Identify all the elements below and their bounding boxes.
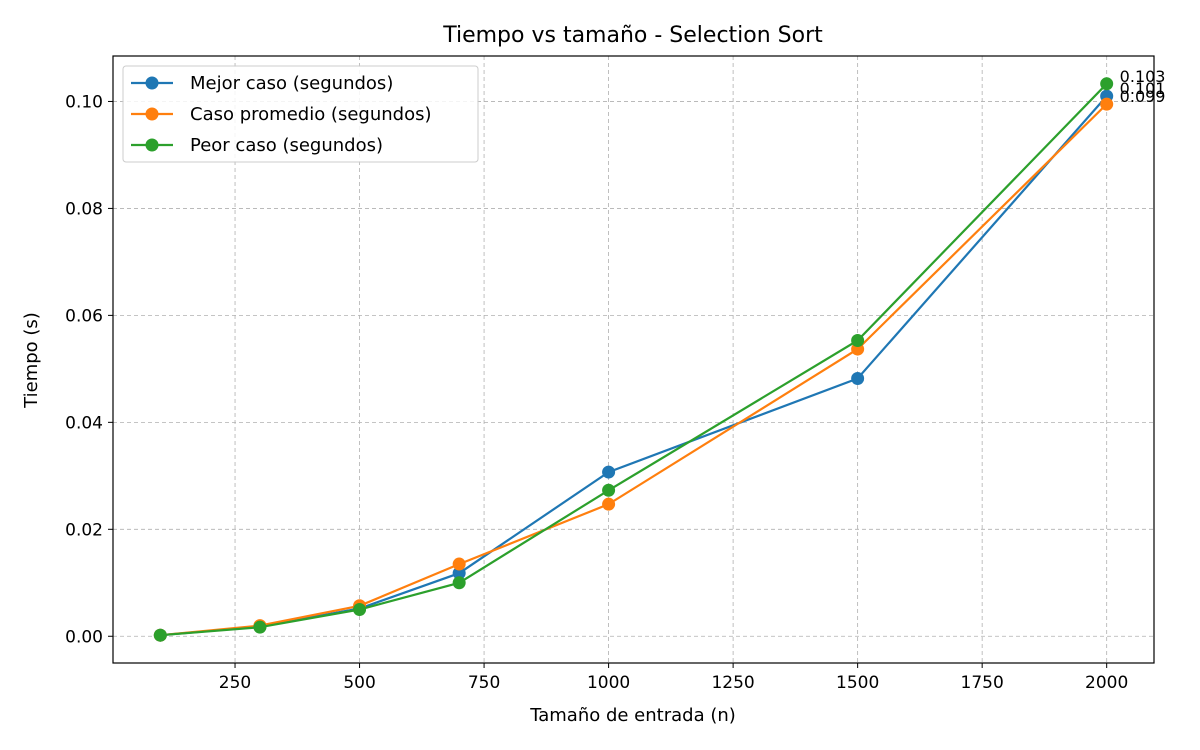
legend-item: Mejor caso (segundos) — [131, 73, 393, 94]
y-tick-label: 0.00 — [65, 627, 103, 647]
data-point — [1100, 97, 1114, 111]
data-point — [153, 628, 167, 642]
grid — [113, 56, 1154, 663]
data-point — [602, 465, 616, 479]
data-point — [452, 557, 466, 571]
data-point — [851, 334, 865, 348]
y-axis: 0.00 0.02 0.04 0.06 0.08 0.10 — [65, 92, 113, 647]
x-tick-label: 1250 — [711, 673, 754, 693]
data-point — [253, 620, 267, 634]
y-tick-label: 0.10 — [65, 92, 103, 112]
series-group — [153, 77, 1114, 642]
legend-label: Caso promedio (segundos) — [190, 104, 431, 125]
x-tick-label: 750 — [468, 673, 500, 693]
legend-label: Peor caso (segundos) — [190, 135, 383, 156]
y-tick-label: 0.06 — [65, 306, 103, 326]
legend: Mejor caso (segundos) Caso promedio (segu… — [122, 65, 479, 163]
y-tick-label: 0.02 — [65, 520, 103, 540]
data-point — [353, 603, 367, 617]
data-point — [602, 483, 616, 497]
data-label: 0.103 — [1120, 67, 1166, 86]
data-point — [452, 566, 466, 580]
plot-frame — [112, 55, 1155, 664]
x-tick-label: 1000 — [587, 673, 630, 693]
data-label: 0.099 — [1120, 87, 1166, 106]
data-point — [602, 497, 616, 511]
y-tick-label: 0.08 — [65, 199, 103, 219]
y-axis-label: Tiempo (s) — [21, 312, 42, 409]
chart-title: Tiempo vs tamaño - Selection Sort — [442, 23, 823, 48]
legend-marker — [145, 76, 159, 90]
x-tick-label: 1500 — [836, 673, 879, 693]
x-tick-label: 500 — [343, 673, 375, 693]
data-point — [452, 576, 466, 590]
legend-label: Mejor caso (segundos) — [190, 73, 393, 94]
legend-marker — [145, 138, 159, 152]
x-axis-label: Tamaño de entrada (n) — [529, 705, 736, 726]
x-axis: 250 500 750 1000 1250 1500 1750 2000 — [219, 663, 1128, 693]
legend-box — [122, 65, 479, 163]
data-label: 0.101 — [1120, 79, 1166, 98]
x-tick-label: 250 — [219, 673, 251, 693]
data-point — [851, 371, 865, 385]
x-tick-label: 1750 — [961, 673, 1004, 693]
legend-item: Caso promedio (segundos) — [131, 104, 431, 125]
y-tick-label: 0.04 — [65, 413, 103, 433]
data-point — [1100, 77, 1114, 91]
series-3 — [153, 77, 1114, 642]
legend-item: Peor caso (segundos) — [131, 135, 383, 156]
x-tick-label: 2000 — [1085, 673, 1128, 693]
legend-marker — [145, 107, 159, 121]
